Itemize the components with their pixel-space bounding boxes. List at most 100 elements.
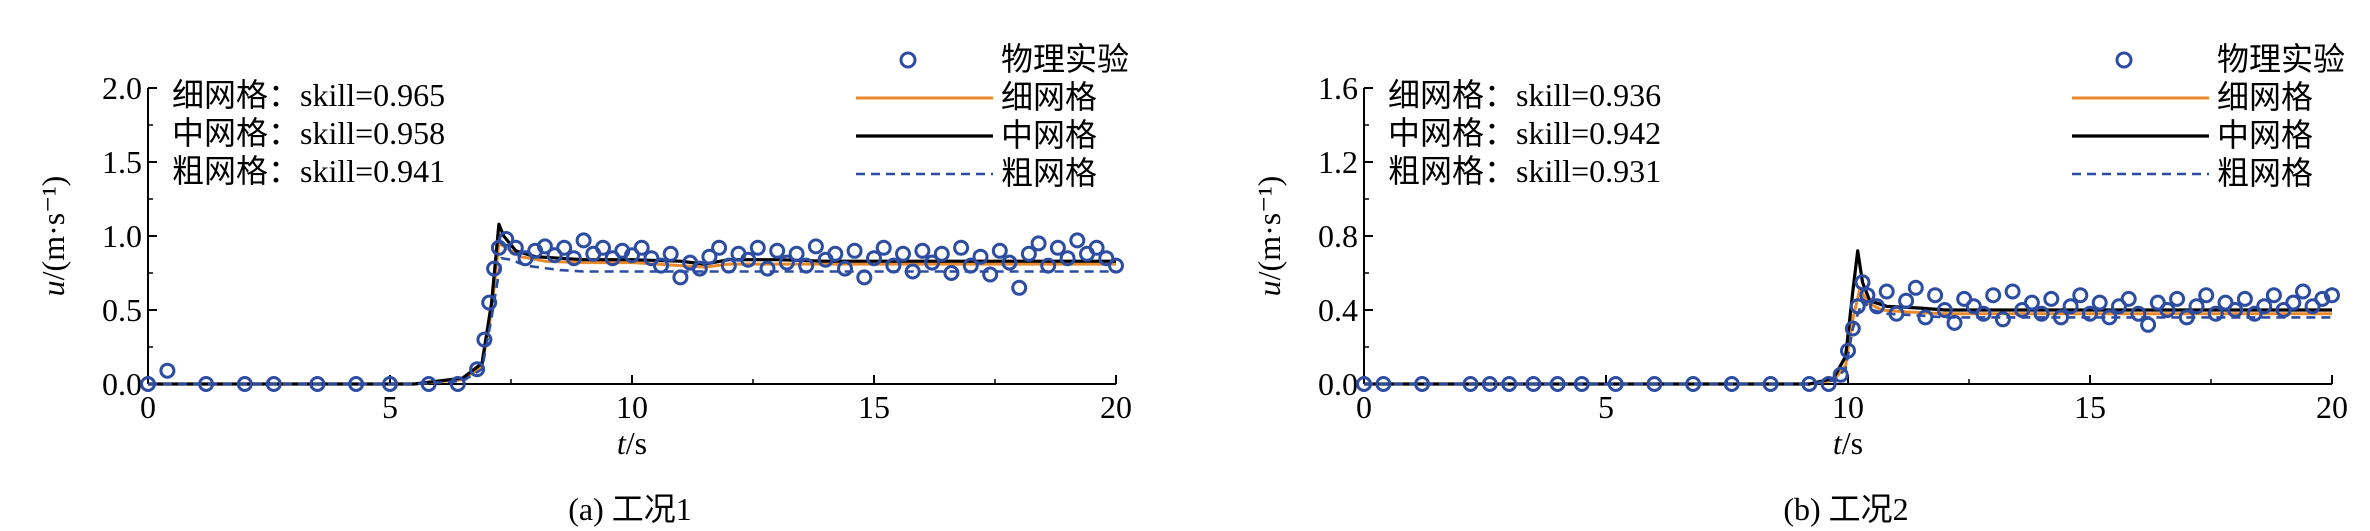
data-point-物理实验: [866, 250, 882, 267]
data-point-物理实验: [904, 263, 921, 280]
data-point-物理实验: [2285, 294, 2302, 311]
data-point-物理实验: [798, 257, 815, 274]
legend-label: 中网格: [2217, 117, 2313, 153]
data-point-物理实验: [2033, 305, 2050, 322]
skill-annotation: 粗网格：skill=0.941: [172, 153, 445, 189]
data-point-物理实验: [837, 260, 853, 277]
x-tick-label: 15: [858, 389, 890, 425]
x-tick-label: 20: [1100, 389, 1132, 425]
data-point-物理实验: [1088, 239, 1105, 256]
y-tick-label: 1.0: [102, 218, 142, 254]
data-point-物理实验: [1849, 298, 1866, 315]
y-tick-label: 0.4: [1318, 292, 1358, 328]
legend-label: 物理实验: [2217, 41, 2345, 77]
data-point-物理实验: [778, 254, 795, 271]
data-point-物理实验: [517, 250, 534, 267]
x-tick-label: 20: [2316, 389, 2348, 425]
data-point-物理实验: [1907, 279, 1924, 296]
data-point-物理实验: [1762, 376, 1779, 392]
data-point-物理实验: [575, 232, 592, 249]
data-point-物理实验: [1936, 302, 1953, 318]
data-point-物理实验: [2014, 302, 2031, 318]
data-point-物理实验: [1898, 292, 1915, 309]
data-point-物理实验: [749, 239, 766, 256]
data-point-物理实验: [1854, 274, 1871, 291]
data-point-物理实验: [2072, 287, 2089, 304]
data-point-物理实验: [633, 239, 650, 256]
data-point-物理实验: [1832, 366, 1849, 383]
y-tick-label: 0.0: [1318, 366, 1358, 402]
data-point-物理实验: [1888, 305, 1905, 322]
data-point-物理实验: [1646, 376, 1663, 392]
data-point-物理实验: [2304, 298, 2321, 315]
series-line-粗网格: [148, 256, 1116, 386]
data-point-物理实验: [2062, 298, 2079, 315]
legend-marker: [899, 51, 917, 69]
data-point-物理实验: [2256, 298, 2273, 315]
data-point-物理实验: [382, 376, 398, 392]
y-tick-label: 2.0: [102, 70, 142, 106]
data-point-物理实验: [2111, 298, 2127, 315]
data-point-物理实验: [2159, 302, 2176, 318]
data-point-物理实验: [1059, 250, 1076, 267]
x-tick-label: 0: [140, 389, 156, 425]
data-point-物理实验: [469, 361, 486, 378]
data-point-物理实验: [769, 242, 786, 259]
data-point-物理实验: [1878, 283, 1895, 300]
data-point-物理实验: [943, 265, 960, 281]
data-point-物理实验: [1573, 376, 1590, 392]
data-point-物理实验: [2314, 290, 2331, 307]
data-point-物理实验: [740, 251, 757, 268]
x-axis-label: t/s: [617, 425, 647, 461]
data-point-物理实验: [1946, 314, 1963, 331]
data-point-物理实验: [1040, 257, 1057, 274]
x-tick-label: 15: [2074, 389, 2106, 425]
data-point-物理实验: [933, 245, 950, 262]
data-point-物理实验: [720, 257, 737, 274]
data-point-物理实验: [140, 376, 156, 392]
data-point-物理实验: [2188, 298, 2205, 315]
skill-annotation: 中网格：skill=0.958: [172, 115, 445, 151]
x-tick-label: 5: [1598, 389, 1614, 425]
data-point-物理实验: [914, 242, 931, 259]
data-point-物理实验: [2236, 290, 2253, 307]
data-point-物理实验: [2091, 294, 2108, 311]
data-point-物理实验: [1549, 376, 1566, 392]
data-point-物理实验: [1975, 305, 1992, 322]
data-point-物理实验: [498, 231, 515, 247]
y-axis-label: u/(m·s⁻¹): [1251, 176, 1287, 297]
data-point-物理实验: [2295, 283, 2311, 300]
data-point-物理实验: [691, 260, 708, 277]
data-point-物理实验: [1462, 376, 1479, 392]
data-point-物理实验: [1723, 376, 1740, 392]
data-point-物理实验: [1030, 235, 1047, 252]
skill-annotation: 细网格：skill=0.965: [172, 77, 445, 113]
legend-label: 物理实验: [1001, 41, 1129, 77]
panel-caption: (b) 工况2: [1783, 491, 1908, 527]
data-point-物理实验: [1481, 376, 1498, 392]
data-point-物理实验: [827, 245, 844, 262]
y-tick-label: 0.8: [1318, 218, 1358, 254]
data-point-物理实验: [1801, 376, 1818, 392]
data-point-物理实验: [2140, 316, 2157, 333]
data-point-物理实验: [1356, 376, 1372, 392]
skill-annotation: 粗网格：skill=0.931: [1388, 153, 1661, 189]
x-tick-label: 10: [616, 389, 648, 425]
data-point-物理实验: [924, 254, 941, 271]
data-point-物理实验: [2130, 305, 2147, 322]
y-tick-label: 1.2: [1318, 144, 1358, 180]
y-axis-label: u/(m·s⁻¹): [35, 176, 71, 297]
data-point-物理实验: [991, 242, 1008, 259]
data-point-物理实验: [420, 376, 437, 392]
data-point-物理实验: [2004, 283, 2021, 300]
data-point-物理实验: [701, 248, 718, 265]
data-point-物理实验: [1501, 376, 1518, 392]
data-point-物理实验: [1685, 376, 1702, 392]
legend-marker: [2115, 51, 2133, 69]
data-point-物理实验: [846, 242, 863, 259]
data-point-物理实验: [2265, 287, 2282, 304]
data-point-物理实验: [236, 376, 253, 392]
data-point-物理实验: [2169, 290, 2186, 307]
data-point-物理实验: [1049, 239, 1066, 256]
